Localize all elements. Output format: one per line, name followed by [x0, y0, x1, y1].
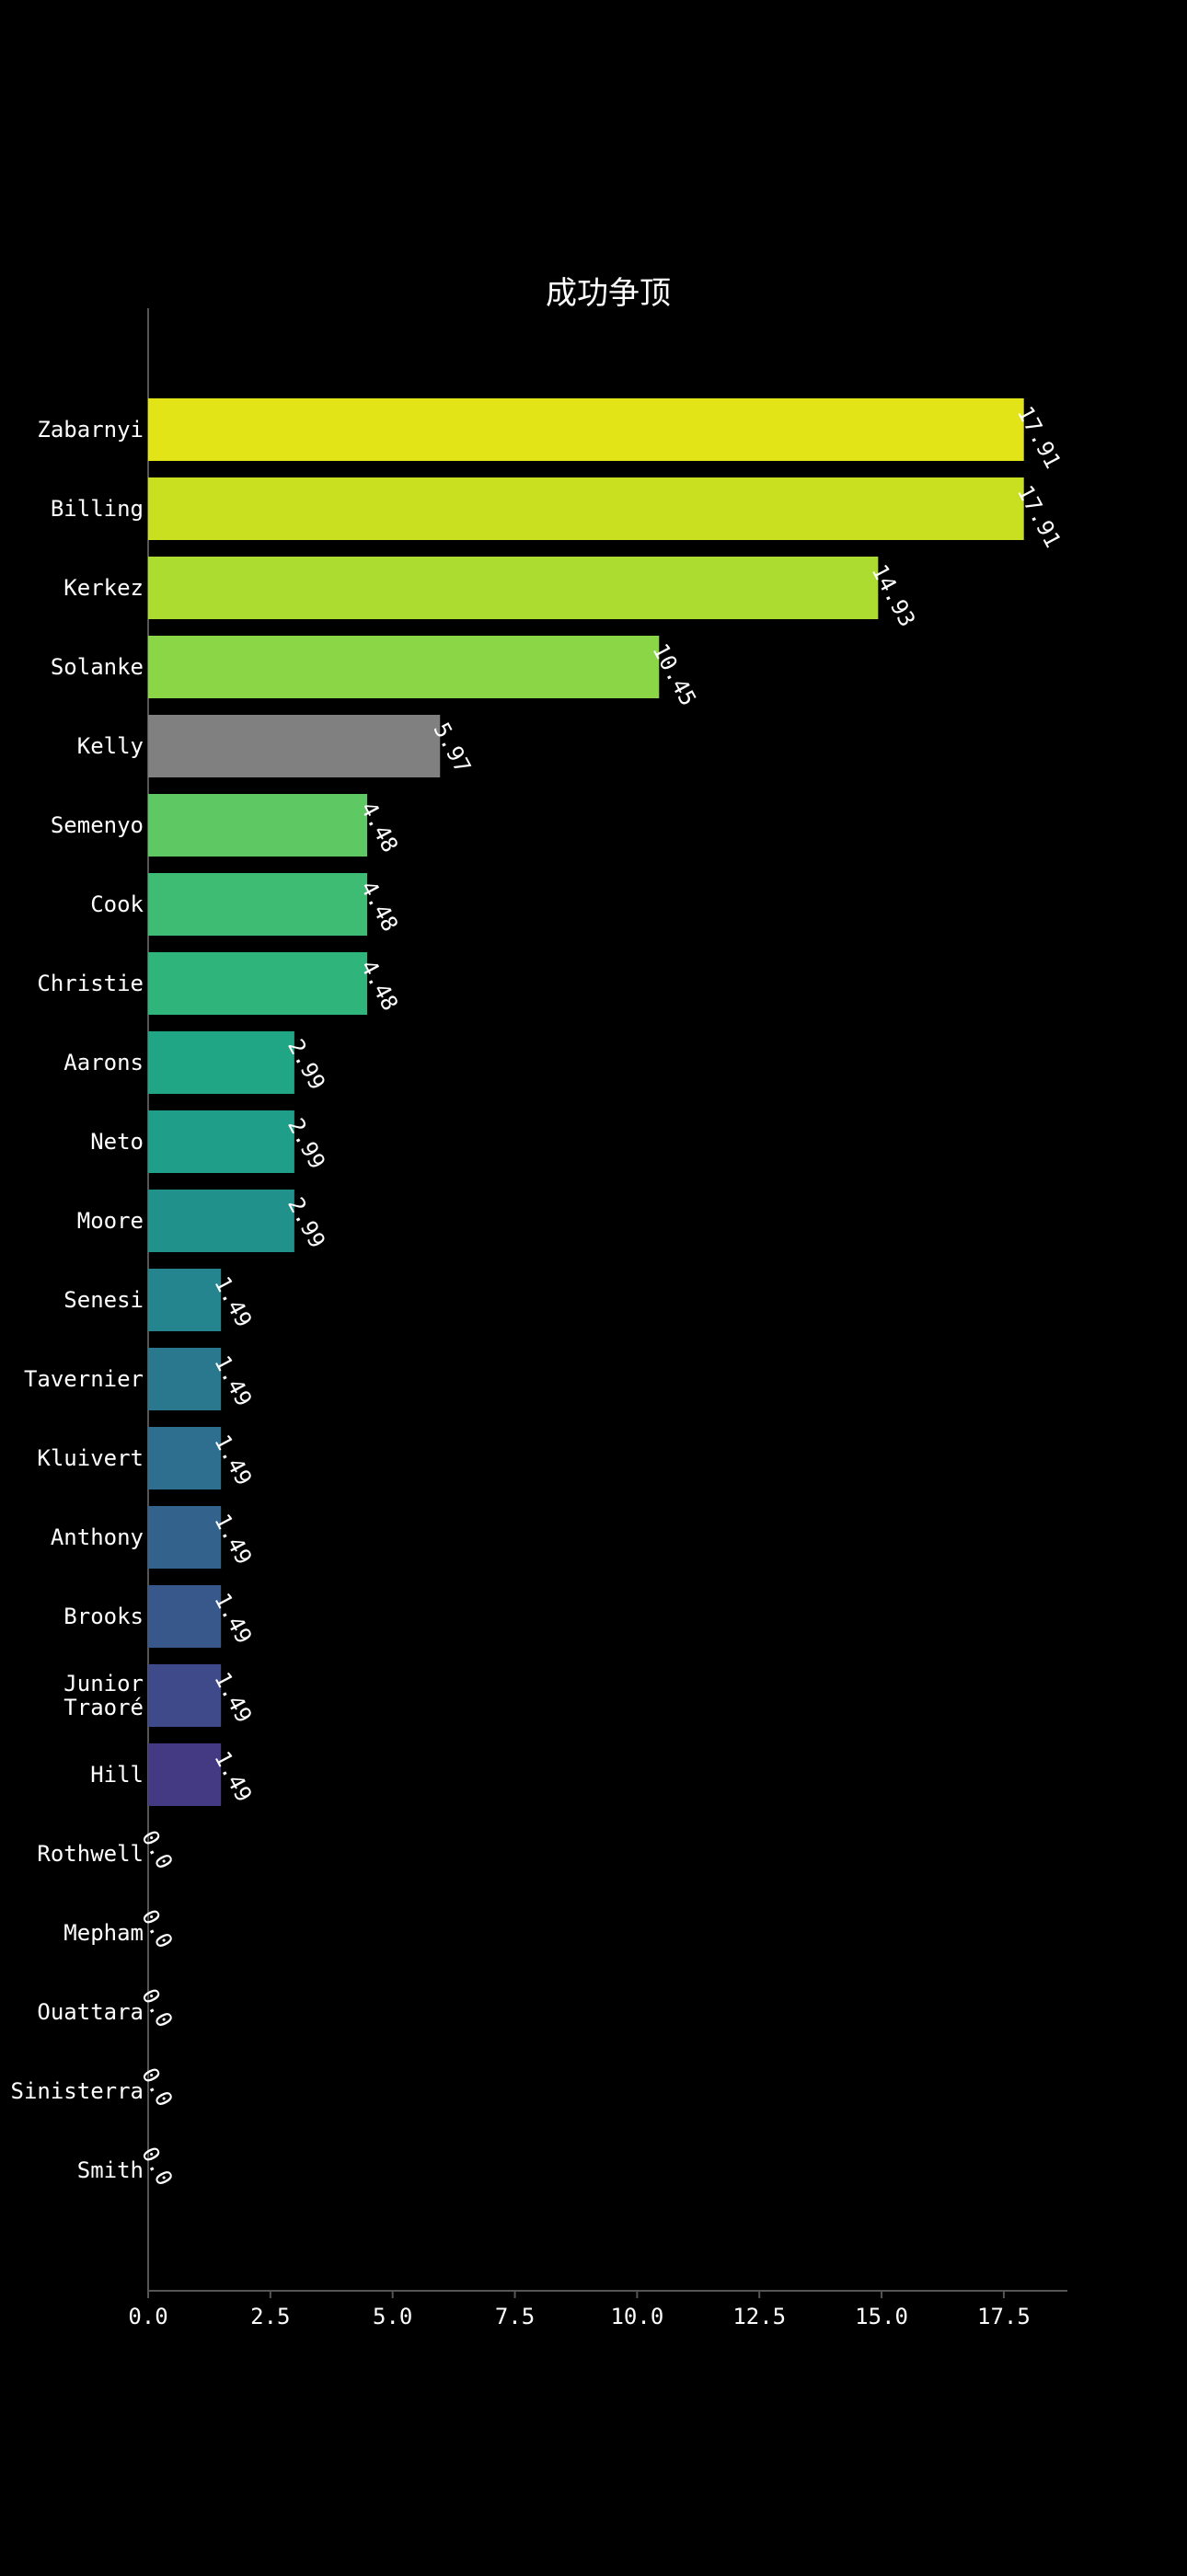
x-tick-label: 10.0 — [610, 2304, 663, 2329]
category-label: Kluivert — [37, 1445, 144, 1471]
category-label: Christie — [37, 971, 144, 996]
bar-anthony — [148, 1506, 222, 1569]
chart-title: 成功争顶 — [546, 275, 671, 312]
category-label: Tavernier — [24, 1366, 144, 1392]
x-tick-label: 17.5 — [977, 2304, 1031, 2329]
bars-group — [148, 398, 1024, 1806]
category-label: Sinisterra — [11, 2078, 144, 2104]
bar-kluivert — [148, 1427, 222, 1489]
bar-kerkez — [148, 557, 879, 619]
x-tick-label: 5.0 — [373, 2304, 412, 2329]
x-tick-label: 7.5 — [495, 2304, 535, 2329]
category-label: Zabarnyi — [37, 417, 144, 443]
category-label: Neto — [90, 1129, 144, 1155]
category-label: Ouattara — [37, 1999, 144, 2025]
x-ticks-group: 0.0 2.5 5.0 7.5 10.0 12.5 15.0 17.5 — [128, 2291, 1031, 2329]
category-label: Aarons — [63, 1050, 144, 1075]
category-label: Mepham — [63, 1920, 144, 1946]
bar-aarons — [148, 1031, 294, 1094]
category-label: Solanke — [51, 654, 144, 680]
category-label: Anthony — [51, 1524, 144, 1550]
category-label: Hill — [90, 1762, 144, 1788]
bar-kelly — [148, 715, 441, 777]
bar-billing — [148, 477, 1024, 540]
bar-christie — [148, 952, 368, 1015]
bar-neto — [148, 1110, 294, 1173]
bar-zabarnyi — [148, 398, 1024, 461]
category-label: Semenyo — [51, 812, 144, 838]
category-label: Junior Traoré — [63, 1671, 144, 1720]
x-tick-label: 2.5 — [250, 2304, 290, 2329]
bar-tavernier — [148, 1348, 222, 1410]
category-label: Moore — [77, 1208, 144, 1234]
bar-junior-traoré — [148, 1664, 222, 1727]
category-label: Kelly — [77, 733, 144, 759]
x-tick-label: 12.5 — [732, 2304, 786, 2329]
category-label: Cook — [90, 891, 144, 917]
category-label: Brooks — [63, 1604, 144, 1629]
category-label: Smith — [77, 2157, 144, 2183]
x-tick-label: 15.0 — [855, 2304, 908, 2329]
bar-senesi — [148, 1269, 222, 1331]
category-labels-group: Zabarnyi Billing Kerkez Solanke Kelly Semenyo… — [11, 417, 144, 2183]
category-label: Kerkez — [63, 575, 144, 601]
bar-solanke — [148, 636, 660, 698]
bar-hill — [148, 1743, 222, 1806]
bar-moore — [148, 1190, 294, 1252]
category-label: Rothwell — [37, 1841, 144, 1867]
bar-semenyo — [148, 794, 368, 857]
bar-cook — [148, 873, 368, 936]
category-label: Billing — [51, 496, 144, 522]
category-label: Senesi — [63, 1287, 144, 1313]
bar-brooks — [148, 1585, 222, 1648]
x-tick-label: 0.0 — [128, 2304, 167, 2329]
